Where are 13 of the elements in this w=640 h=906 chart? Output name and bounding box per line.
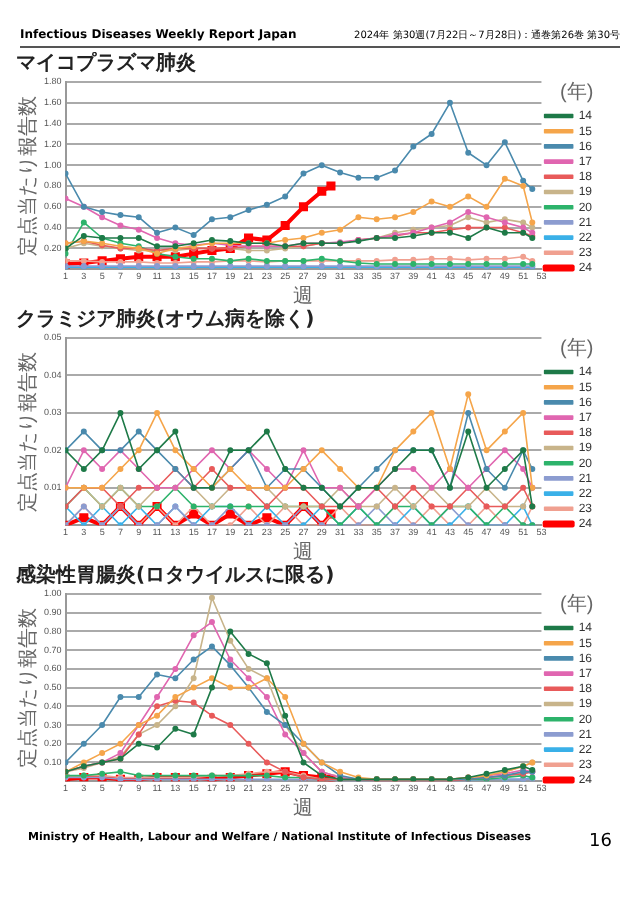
x-axis-title: 週 [293, 797, 314, 820]
chart-title: マイコプラズマ肺炎 [16, 51, 198, 76]
x-axis-title: 週 [293, 285, 314, 308]
y-axis-title: 定点当たり報告数 [15, 607, 40, 768]
legend-title: (年) [560, 336, 594, 361]
x-axis-title: 週 [293, 541, 314, 564]
legend-title: (年) [560, 80, 594, 105]
text: 16 [589, 832, 612, 852]
y-axis-title: 定点当たり報告数 [15, 351, 40, 512]
y-axis-title: 定点当たり報告数 [15, 95, 40, 256]
chart-title: 感染性胃腸炎(ロタウイルスに限る) [14, 563, 335, 588]
chart-title: クラミジア肺炎(オウム病を除く) [16, 307, 315, 332]
legend-title: (年) [560, 592, 594, 617]
